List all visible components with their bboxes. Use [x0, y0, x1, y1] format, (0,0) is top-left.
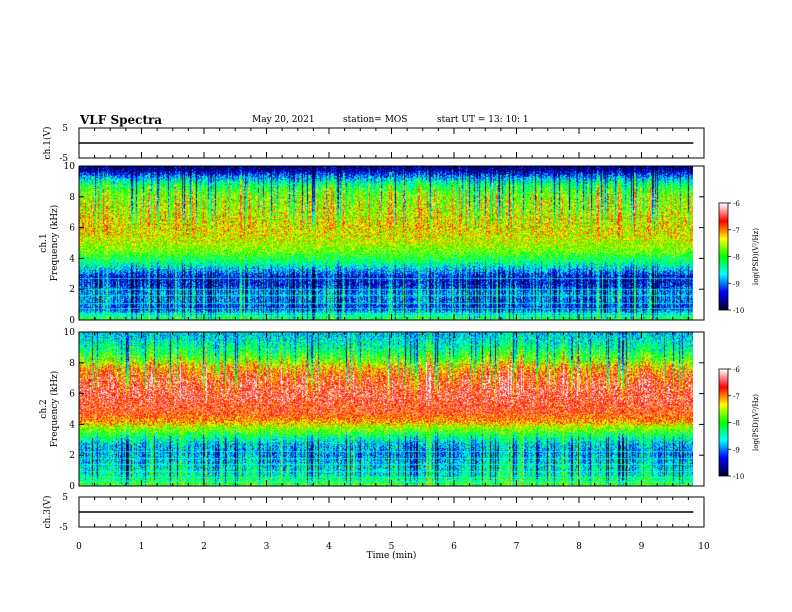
- ch1-spectrogram-ytick-label: 0: [69, 316, 75, 326]
- ch2-spectrogram-colorbar-label: log(PSD)(V²/Hz): [752, 394, 760, 451]
- x-axis-label: Time (min): [367, 550, 417, 561]
- ch1-spectrogram-ytick-label: 2: [69, 285, 75, 295]
- ch1-waveform-ylabel: ch.1(V): [42, 127, 53, 160]
- xtick-label: 2: [201, 542, 207, 552]
- ch2-spectrogram-colorbar: [719, 369, 728, 476]
- ch3-waveform-ylabel: ch.3(V): [42, 496, 53, 529]
- station-label: station= MOS: [343, 115, 408, 125]
- ch2-spectrogram-colorbar-tick-label: -8: [733, 420, 740, 428]
- ch1-spectrogram-colorbar-label: log(PSD)(V²/Hz): [752, 228, 760, 285]
- ch2-spectrogram-colorbar-tick-label: -6: [733, 366, 740, 374]
- ch2-spectrogram-colorbar-tick-label: -9: [733, 446, 740, 454]
- xtick-label: 9: [639, 542, 645, 552]
- chart-title: VLF Spectra: [80, 113, 163, 127]
- xtick-label: 6: [451, 542, 457, 552]
- xtick-label: 10: [698, 542, 710, 552]
- date-label: May 20, 2021: [252, 115, 315, 125]
- start-time-label: start UT = 13: 10: 1: [437, 115, 529, 125]
- ch2-spectrogram-ylabel: Frequency (kHz): [49, 371, 60, 448]
- ch1-spectrogram-colorbar-tick-label: -6: [733, 200, 740, 208]
- xtick-label: 8: [576, 542, 582, 552]
- ch1-spectrogram-ylabel-channel: ch.1: [39, 233, 49, 252]
- ch2-spectrogram-ytick-label: 8: [69, 359, 75, 369]
- ch1-spectrogram-colorbar-tick-label: -8: [733, 254, 740, 262]
- ch1-spectrogram-colorbar-tick-label: -10: [733, 307, 744, 315]
- ch1-spectrogram-colorbar-tick-label: -9: [733, 280, 740, 288]
- ch2-spectrogram-image: [79, 332, 693, 486]
- ch1-spectrogram-ylabel: Frequency (kHz): [49, 205, 60, 282]
- ch1-spectrogram-ytick-label: 8: [69, 193, 75, 203]
- ch2-spectrogram-ytick-label: 10: [64, 328, 76, 338]
- ch1-spectrogram-image: [79, 166, 693, 320]
- ch2-spectrogram-ytick-label: 0: [69, 482, 75, 492]
- ch1-spectrogram-ytick-label: 4: [69, 254, 75, 264]
- ch1-waveform-ytick-label: 5: [62, 124, 68, 134]
- ch2-spectrogram-ylabel-channel: ch.2: [39, 399, 49, 418]
- ch1-spectrogram-colorbar-tick-label: -7: [733, 227, 740, 235]
- ch1-spectrogram-ytick-label: 6: [69, 224, 75, 234]
- ch1-spectrogram-colorbar: [719, 203, 728, 310]
- xtick-label: 7: [514, 542, 520, 552]
- ch2-spectrogram-ytick-label: 2: [69, 451, 75, 461]
- ch1-spectrogram-ytick-label: 10: [64, 162, 76, 172]
- ch2-spectrogram-colorbar-tick-label: -10: [733, 473, 744, 481]
- xtick-label: 0: [76, 542, 82, 552]
- ch2-spectrogram-ytick-label: 6: [69, 390, 75, 400]
- xtick-label: 3: [264, 542, 270, 552]
- xtick-label: 4: [326, 542, 332, 552]
- ch2-spectrogram-ytick-label: 4: [69, 420, 75, 430]
- xtick-label: 5: [389, 542, 395, 552]
- xtick-label: 1: [139, 542, 145, 552]
- ch2-spectrogram-colorbar-tick-label: -7: [733, 393, 740, 401]
- ch1-waveform-ytick-label: -5: [59, 154, 68, 164]
- ch3-waveform-ytick-label: -5: [59, 523, 68, 533]
- ch3-waveform-ytick-label: 5: [62, 493, 68, 503]
